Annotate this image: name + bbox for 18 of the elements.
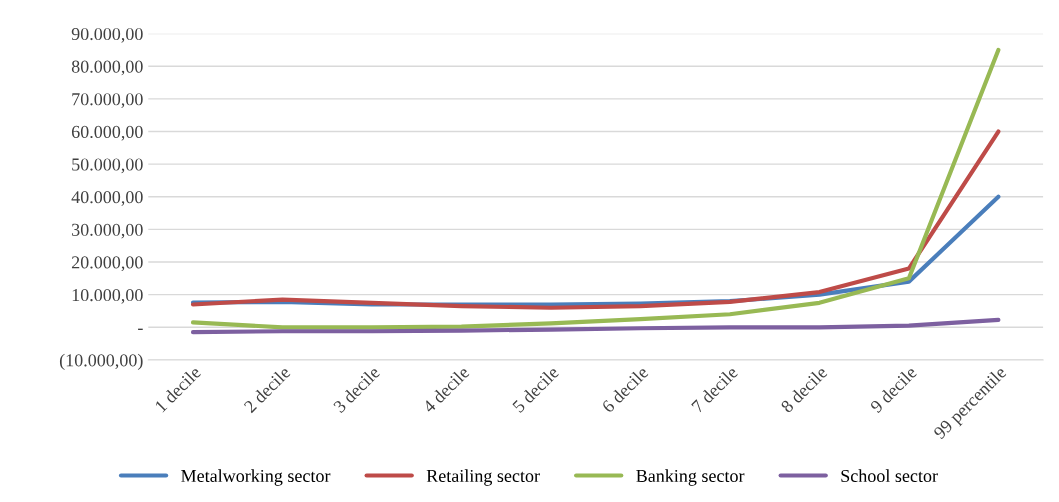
line-series [190, 317, 1001, 335]
y-tick-label: 80.000,00 [71, 60, 143, 76]
line-series [190, 47, 1001, 330]
y-tick-label: 10.000,00 [72, 288, 143, 304]
y-tick-label: 30.000,00 [72, 223, 143, 239]
line-series [190, 129, 1001, 310]
y-tick-label: 70.000,00 [72, 93, 143, 108]
y-tick-label: 40.000,00 [71, 191, 143, 206]
y-tick-label: - [138, 328, 143, 330]
legend-label: Retailing sector [426, 469, 540, 486]
y-tick-label: 60.000,00 [71, 125, 143, 141]
y-tick-label: (10.000,00) [59, 353, 143, 371]
y-tick-label: 20.000,00 [71, 256, 143, 272]
legend-label: Banking sector [636, 469, 745, 486]
legend-label: Metalworking sector [181, 469, 331, 486]
y-tick-label: 50.000,00 [72, 158, 143, 174]
legend-label: School sector [841, 469, 938, 483]
y-tick-label: 90.000,00 [71, 27, 143, 43]
